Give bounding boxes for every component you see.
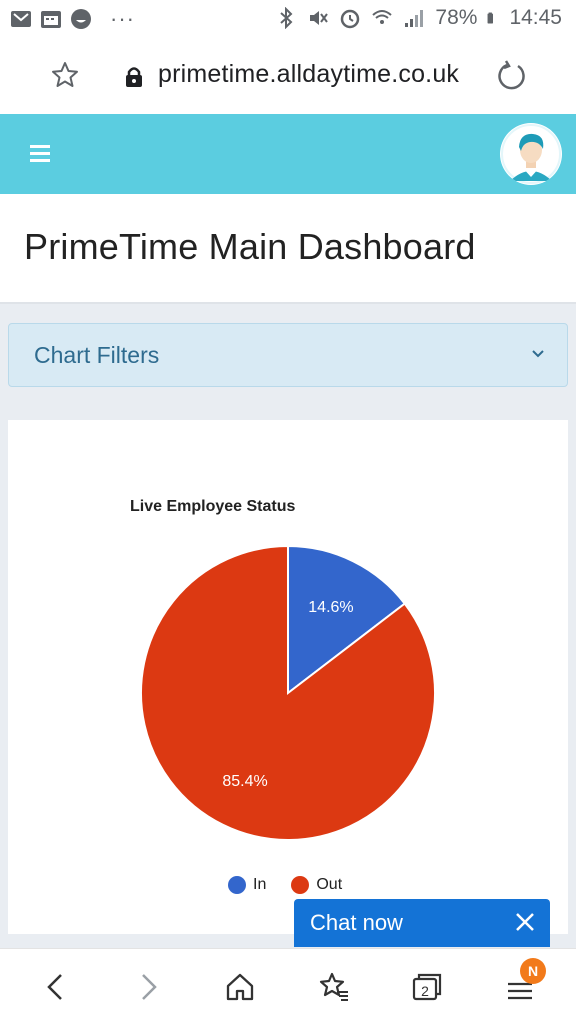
bluetooth-icon [280, 7, 293, 29]
forward-arrow-icon[interactable] [132, 971, 164, 1003]
chat-now-label: Chat now [310, 910, 403, 935]
chart-filters-accordion[interactable]: Chart Filters [8, 323, 568, 387]
gmail-icon [11, 11, 31, 27]
browser-bottom-nav: 2 [0, 948, 576, 1025]
legend-swatch-in [228, 876, 246, 894]
lock-icon [126, 67, 142, 87]
chart-filters-label: Chart Filters [34, 342, 160, 368]
legend-item-out[interactable]: Out [291, 876, 342, 894]
chart-title: Live Employee Status [130, 498, 296, 515]
more-notifications: ··· [110, 6, 135, 31]
mute-icon [310, 11, 329, 25]
menu-notification-badge: N [520, 958, 546, 984]
battery-percent: 78% [435, 6, 478, 29]
calendar-icon [41, 11, 61, 28]
bookmark-star-icon[interactable] [50, 60, 80, 90]
legend-label-out: Out [316, 876, 343, 893]
face-icon [71, 9, 91, 29]
legend-label-in: In [253, 876, 267, 893]
url-text[interactable]: primetime.alldaytime.co.uk [158, 60, 460, 88]
browser-url-bar: primetime.alldaytime.co.uk [0, 38, 576, 114]
signal-icon [405, 10, 424, 27]
chevron-down-icon [532, 350, 544, 358]
battery-icon [487, 12, 494, 24]
page-title: PrimeTime Main Dashboard [24, 226, 476, 267]
tab-count: 2 [421, 983, 429, 999]
legend-item-in[interactable]: In [228, 876, 266, 894]
reload-icon[interactable] [496, 60, 528, 92]
clock: 14:45 [509, 6, 562, 29]
close-icon[interactable] [514, 911, 536, 933]
chart-legend: In Out [228, 876, 367, 894]
bookmarks-icon[interactable] [318, 971, 350, 1003]
chat-widget[interactable]: Chat now [294, 899, 550, 947]
user-avatar[interactable] [500, 123, 562, 185]
status-bar: ··· 78% 14:45 [0, 0, 576, 38]
wifi-icon [372, 10, 393, 24]
alarm-icon [341, 9, 360, 29]
browser-menu-icon[interactable] [504, 971, 536, 1003]
app-header [0, 114, 576, 194]
back-arrow-icon[interactable] [40, 971, 72, 1003]
user-avatar-icon [501, 124, 561, 184]
legend-swatch-out [291, 876, 310, 894]
hamburger-menu-icon[interactable] [30, 145, 50, 163]
page-title-section: PrimeTime Main Dashboard [0, 194, 576, 304]
tabs-icon[interactable]: 2 [410, 971, 442, 1003]
home-icon[interactable] [224, 971, 256, 1003]
